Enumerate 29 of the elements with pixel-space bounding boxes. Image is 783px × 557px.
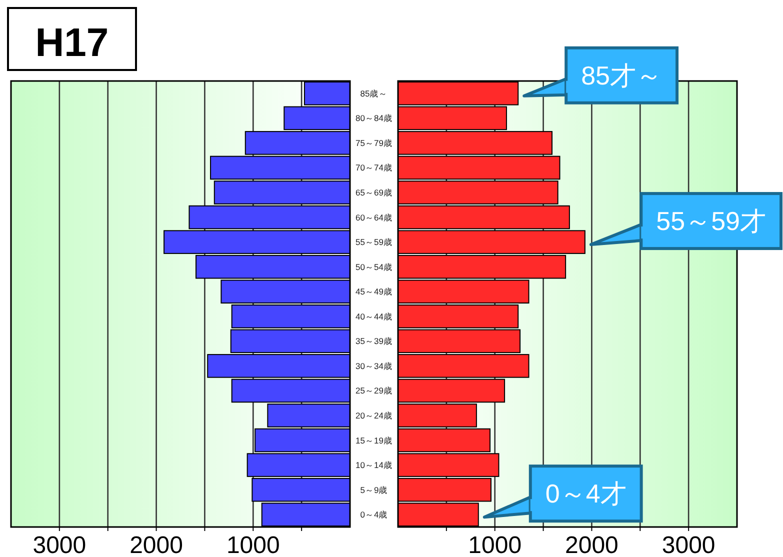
x-tick-label: 2000 — [565, 532, 618, 557]
chart-title: H17 — [35, 21, 109, 65]
x-tick-label: 2000 — [130, 532, 183, 557]
y-tick-label: 5～9歳 — [360, 484, 388, 495]
x-tick-label: 1000 — [226, 532, 280, 557]
y-tick-label: 30～34歳 — [356, 360, 392, 371]
annotation: 85才～ — [581, 60, 662, 90]
y-tick-label: 85歳～ — [360, 88, 388, 98]
y-tick-label: 15～19歳 — [356, 435, 392, 446]
x-tick-label: 3000 — [32, 532, 86, 557]
y-tick-label: 20～24歳 — [356, 410, 392, 420]
y-tick-label: 35～39歳 — [356, 336, 392, 346]
x-tick-label: 1000 — [468, 532, 522, 557]
callout: 85才～ — [522, 46, 679, 104]
y-tick-label: 55～59歳 — [356, 237, 392, 248]
y-tick-label: 45～49歳 — [356, 286, 392, 297]
y-tick-label: 10～14歳 — [356, 460, 392, 470]
y-tick-label: 50～54歳 — [356, 262, 392, 272]
annotation: 0～4才 — [545, 478, 626, 509]
annotation: 55～59才 — [656, 206, 766, 236]
y-tick-label: 40～44歳 — [356, 311, 392, 322]
y-tick-label: 75～79歳 — [356, 138, 392, 148]
y-tick-label: 60～64歳 — [356, 212, 392, 222]
y-tick-label: 0～4歳 — [360, 510, 388, 520]
y-tick-label: 25～29歳 — [356, 386, 392, 396]
y-tick-label: 80～84歳 — [356, 113, 392, 124]
y-tick-label: 65～69歳 — [356, 188, 392, 198]
x-tick-label: 3000 — [662, 532, 716, 557]
y-tick-label: 70～74歳 — [356, 162, 392, 173]
